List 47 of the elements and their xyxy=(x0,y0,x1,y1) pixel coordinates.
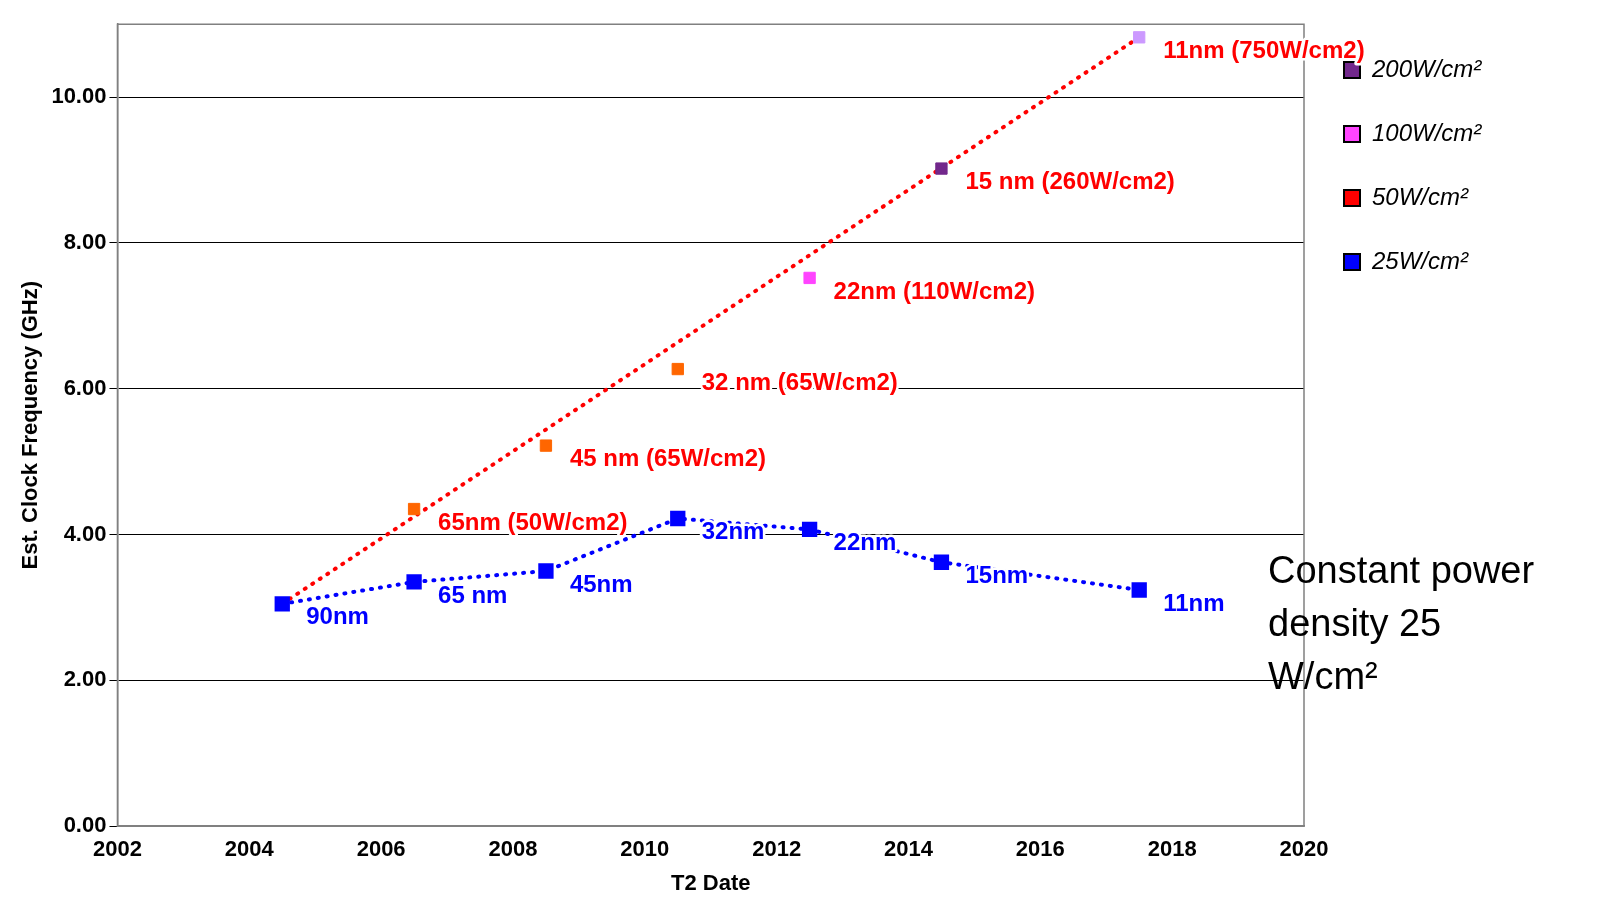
x-tick-label: 2020 xyxy=(1279,836,1329,862)
annotation: 15nm xyxy=(965,560,1029,588)
y-tick-label: 10.00 xyxy=(51,83,107,109)
x-axis-title: T2 Date xyxy=(670,869,751,895)
annotation: 65nm (50W/cm2) xyxy=(438,507,628,535)
legend-label: 25W/cm² xyxy=(1371,246,1470,274)
point xyxy=(1133,31,1146,44)
annotation: 11nm (750W/cm2) xyxy=(1163,35,1365,63)
annotation: 11nm xyxy=(1163,588,1225,616)
point xyxy=(670,510,686,527)
annotation: Constant power density 25 W/cm² xyxy=(1268,549,1535,697)
x-tick-label: 2016 xyxy=(1015,836,1065,862)
legend-label: 100W/cm² xyxy=(1372,118,1483,146)
annotation: 45nm xyxy=(569,569,633,597)
annotation: 65 nm xyxy=(438,580,508,608)
annotation: 32 nm (65W/cm2) xyxy=(701,367,898,395)
annotation: 45 nm (65W/cm2) xyxy=(569,444,767,472)
annotation: 22nm (110W/cm2) xyxy=(833,276,1036,304)
legend-label: 200W/cm² xyxy=(1371,54,1483,82)
point xyxy=(933,554,950,570)
x-tick-label: 2008 xyxy=(488,836,538,862)
point xyxy=(801,521,818,538)
point xyxy=(538,563,554,579)
point xyxy=(1131,582,1147,598)
text: 50W/cm² xyxy=(1372,182,1470,210)
x-tick-label: 2012 xyxy=(752,836,802,862)
point xyxy=(671,362,684,376)
point xyxy=(274,596,290,612)
x-tick-label: 2014 xyxy=(884,836,934,862)
annotation: 15 nm (260W/cm2) xyxy=(965,167,1175,195)
point xyxy=(539,439,553,452)
y-tick-label: 4.00 xyxy=(63,520,107,546)
point xyxy=(935,162,948,175)
y-tick-label: 2.00 xyxy=(63,666,107,692)
y-tick-label: 0.00 xyxy=(63,812,107,838)
x-tick-label: 2006 xyxy=(356,836,406,862)
x-tick-label: 2010 xyxy=(620,836,670,862)
y-tick-label: 8.00 xyxy=(63,228,107,254)
x-tick-label: 2004 xyxy=(224,836,275,862)
y-axis-title: Est. Clock Frequency (GHz) xyxy=(17,280,43,570)
annotation: 90nm xyxy=(306,602,369,630)
x-tick-label: 2018 xyxy=(1147,836,1197,862)
point xyxy=(406,574,422,590)
y-tick-label: 6.00 xyxy=(63,374,107,400)
point xyxy=(407,502,421,516)
point xyxy=(803,271,816,285)
x-tick-label: 2002 xyxy=(92,836,142,862)
